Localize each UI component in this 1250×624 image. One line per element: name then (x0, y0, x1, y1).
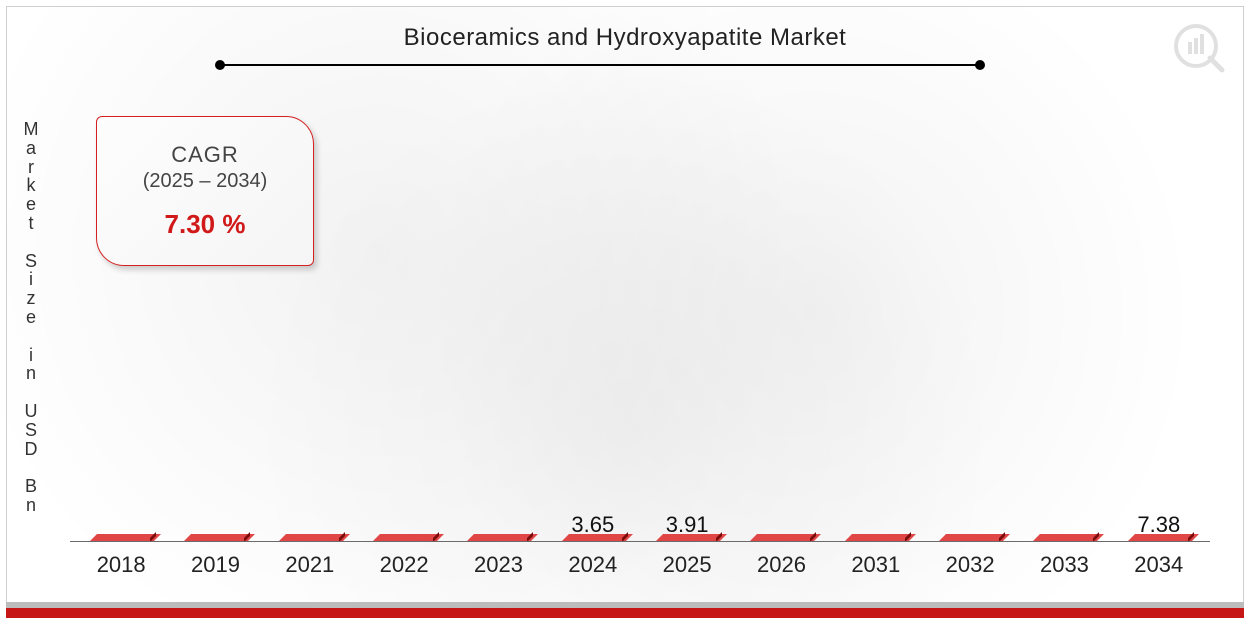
bar (1017, 512, 1111, 542)
x-axis-tick-label: 2031 (829, 544, 923, 588)
brand-logo-icon (1172, 18, 1228, 74)
cagr-callout: CAGR (2025 – 2034) 7.30 % (96, 116, 314, 266)
title-rule (220, 64, 980, 66)
bar (451, 512, 545, 542)
footer-bar (6, 608, 1244, 618)
x-axis-tick-label: 2033 (1017, 544, 1111, 588)
x-axis-tick-label: 2026 (734, 544, 828, 588)
x-axis-tick-label: 2034 (1112, 544, 1206, 588)
x-axis-tick-label: 2021 (263, 544, 357, 588)
bar (74, 512, 168, 542)
y-axis-label: Market Size in USD Bn (20, 120, 42, 514)
bar (829, 512, 923, 542)
x-axis-tick-label: 2025 (640, 544, 734, 588)
bar: 3.91 (640, 512, 734, 542)
cagr-value: 7.30 % (165, 209, 246, 240)
bar (357, 512, 451, 542)
x-axis-tick-label: 2024 (546, 544, 640, 588)
chart-title: Bioceramics and Hydroxyapatite Market (0, 24, 1250, 52)
x-axis-line (70, 541, 1210, 542)
cagr-label: CAGR (171, 142, 239, 168)
x-axis-labels: 2018201920212022202320242025202620312032… (70, 544, 1210, 588)
x-axis-tick-label: 2023 (451, 544, 545, 588)
x-axis-tick-label: 2022 (357, 544, 451, 588)
bar (263, 512, 357, 542)
x-axis-tick-label: 2032 (923, 544, 1017, 588)
bar (734, 512, 828, 542)
x-axis-tick-label: 2018 (74, 544, 168, 588)
cagr-period: (2025 – 2034) (143, 170, 268, 193)
bar (923, 512, 1017, 542)
bar: 7.38 (1112, 512, 1206, 542)
bar: 3.65 (546, 512, 640, 542)
bar (168, 512, 262, 542)
x-axis-tick-label: 2019 (168, 544, 262, 588)
